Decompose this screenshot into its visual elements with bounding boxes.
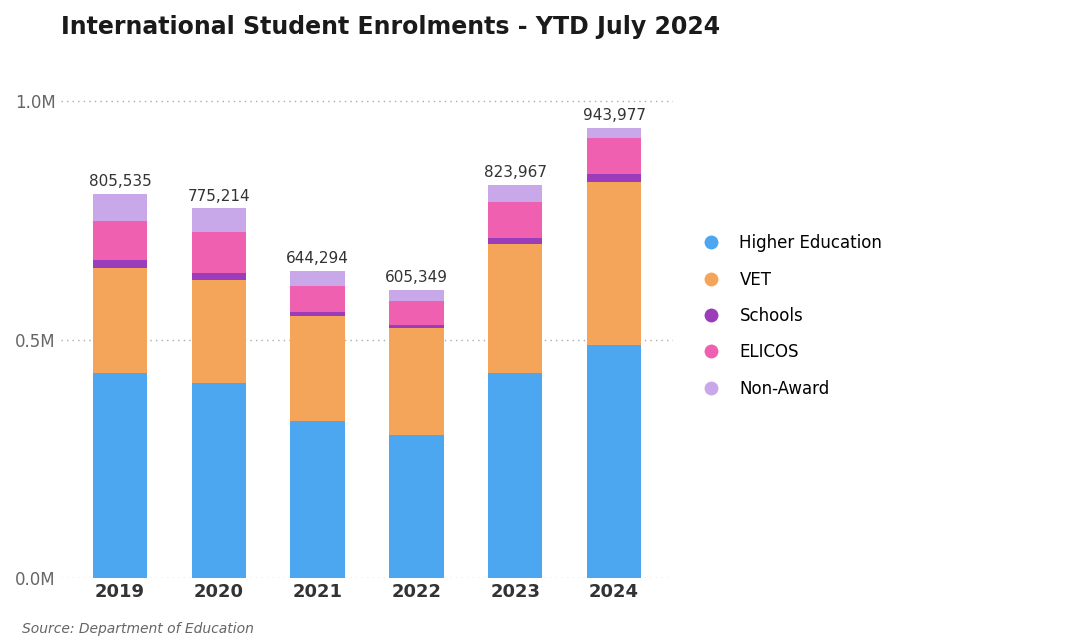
Bar xyxy=(191,383,246,578)
Bar xyxy=(191,232,246,273)
Bar xyxy=(290,316,345,421)
Bar xyxy=(488,185,543,202)
Bar xyxy=(488,202,543,238)
Bar xyxy=(389,325,443,328)
Bar xyxy=(290,421,345,578)
Bar xyxy=(488,245,543,373)
Bar xyxy=(586,182,641,345)
Bar xyxy=(191,273,246,280)
Legend: Higher Education, VET, Schools, ELICOS, Non-Award: Higher Education, VET, Schools, ELICOS, … xyxy=(688,228,889,404)
Bar xyxy=(389,301,443,325)
Bar xyxy=(389,290,443,301)
Text: International Student Enrolments - YTD July 2024: International Student Enrolments - YTD J… xyxy=(61,15,720,39)
Bar xyxy=(93,194,147,221)
Text: Source: Department of Education: Source: Department of Education xyxy=(22,621,253,636)
Bar xyxy=(93,259,147,268)
Bar xyxy=(586,174,641,182)
Bar xyxy=(488,373,543,578)
Bar xyxy=(389,328,443,435)
Bar xyxy=(488,238,543,245)
Text: 605,349: 605,349 xyxy=(384,270,448,285)
Text: 775,214: 775,214 xyxy=(188,189,250,204)
Bar xyxy=(93,268,147,373)
Bar xyxy=(586,345,641,578)
Text: 644,294: 644,294 xyxy=(286,251,349,266)
Bar xyxy=(290,312,345,316)
Bar xyxy=(191,209,246,232)
Bar xyxy=(586,128,641,138)
Bar xyxy=(389,435,443,578)
Bar xyxy=(290,286,345,312)
Bar xyxy=(290,271,345,286)
Bar xyxy=(191,280,246,383)
Text: 805,535: 805,535 xyxy=(88,174,152,189)
Text: 943,977: 943,977 xyxy=(582,108,645,123)
Bar xyxy=(93,221,147,259)
Bar xyxy=(93,373,147,578)
Bar xyxy=(586,138,641,174)
Text: 823,967: 823,967 xyxy=(484,166,547,180)
